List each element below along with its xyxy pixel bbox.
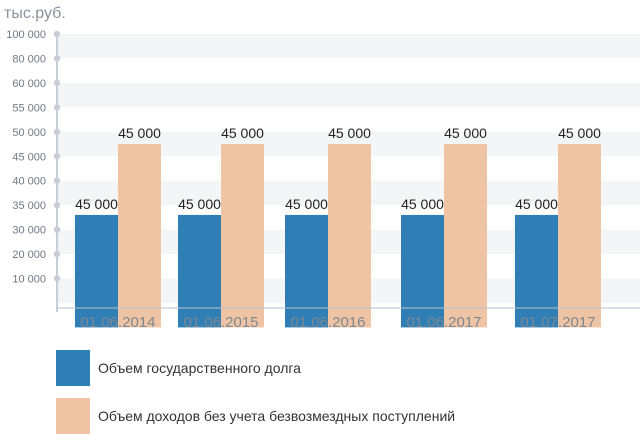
bar-debt [401,214,444,328]
x-axis-labels: 01.06.2014 01.06.2015 01.06.2016 01.06.2017… [80,314,595,331]
x-tick-label: 01.06.2015 [183,314,258,331]
grid-band [57,107,640,132]
legend: Объем государственного долга Объем доход… [56,350,455,446]
y-tick-dot [53,201,61,209]
y-tick-label: 50 000 [12,127,46,139]
grid-band [57,58,640,83]
legend-label-debt: Объем государственного долга [98,360,301,376]
bar-value-label: 45 000 [285,196,328,212]
x-tick-label: 01.07.2017 [520,314,595,331]
bar-chart: 100 000 80 000 60 000 55 000 50 000 45 000 40 … [4,5,640,331]
bar-debt [75,214,118,328]
y-tick-label: 100 000 [6,29,46,41]
bar-value-label: 45 000 [558,125,601,141]
y-tick-label: 80 000 [12,53,46,65]
bar-value-label: 45 000 [401,196,444,212]
bar-income [221,144,264,328]
grid-band [57,82,640,108]
bar-value-label: 45 000 [75,196,118,212]
y-tick-dot [53,250,61,258]
bar-income [118,144,161,328]
y-tick-label: 40 000 [12,176,46,188]
legend-item-debt: Объем государственного долга [56,350,455,386]
y-tick-label: 60 000 [12,78,46,90]
x-tick-label: 01.06.2016 [290,314,365,331]
y-tick-label: 55 000 [12,102,46,114]
bar-value-label: 45 000 [444,125,487,141]
x-tick-label: 01.06.2014 [80,314,155,331]
y-tick-dot [53,153,61,160]
y-tick-dot [53,30,61,38]
bar-income [558,144,601,328]
bar-value-label: 45 000 [515,196,558,212]
legend-label-income: Объем доходов без учета безвозмездных по… [98,408,456,424]
y-tick-dot [53,226,61,233]
legend-item-income: Объем доходов без учета безвозмездных по… [56,398,455,434]
y-tick-dot [53,79,61,87]
bar-debt [178,214,221,328]
bar-debt [285,214,328,328]
y-tick-label: 35 000 [12,200,46,212]
y-tick-label: 30 000 [12,225,46,237]
y-tick-dot [53,55,61,62]
y-tick-label: 10 000 [12,274,46,286]
bar-income [444,144,487,328]
y-axis-unit-label: тыс.руб. [4,5,66,22]
y-tick-dot [53,177,61,184]
x-tick-label: 01.06.2017 [406,314,481,331]
bar-value-label: 45 000 [178,196,221,212]
y-tick-dot [53,128,61,135]
bar-value-label: 45 000 [118,125,161,141]
bars: 45 000 45 000 45 000 45 000 45 000 45 000 45 0… [75,125,601,328]
y-tick-dot [53,104,61,111]
bar-income [328,144,371,328]
legend-swatch-debt [56,350,90,386]
y-tick-dot [53,275,61,282]
bar-value-label: 45 000 [328,125,371,141]
y-tick-label: 20 000 [12,249,46,261]
grid-band [57,34,640,59]
bar-debt [515,214,558,328]
y-tick-label: 45 000 [12,151,46,163]
y-axis-ticks: 100 000 80 000 60 000 55 000 50 000 45 000 40 … [6,29,61,286]
bar-value-label: 45 000 [221,125,264,141]
legend-swatch-income [56,398,90,434]
